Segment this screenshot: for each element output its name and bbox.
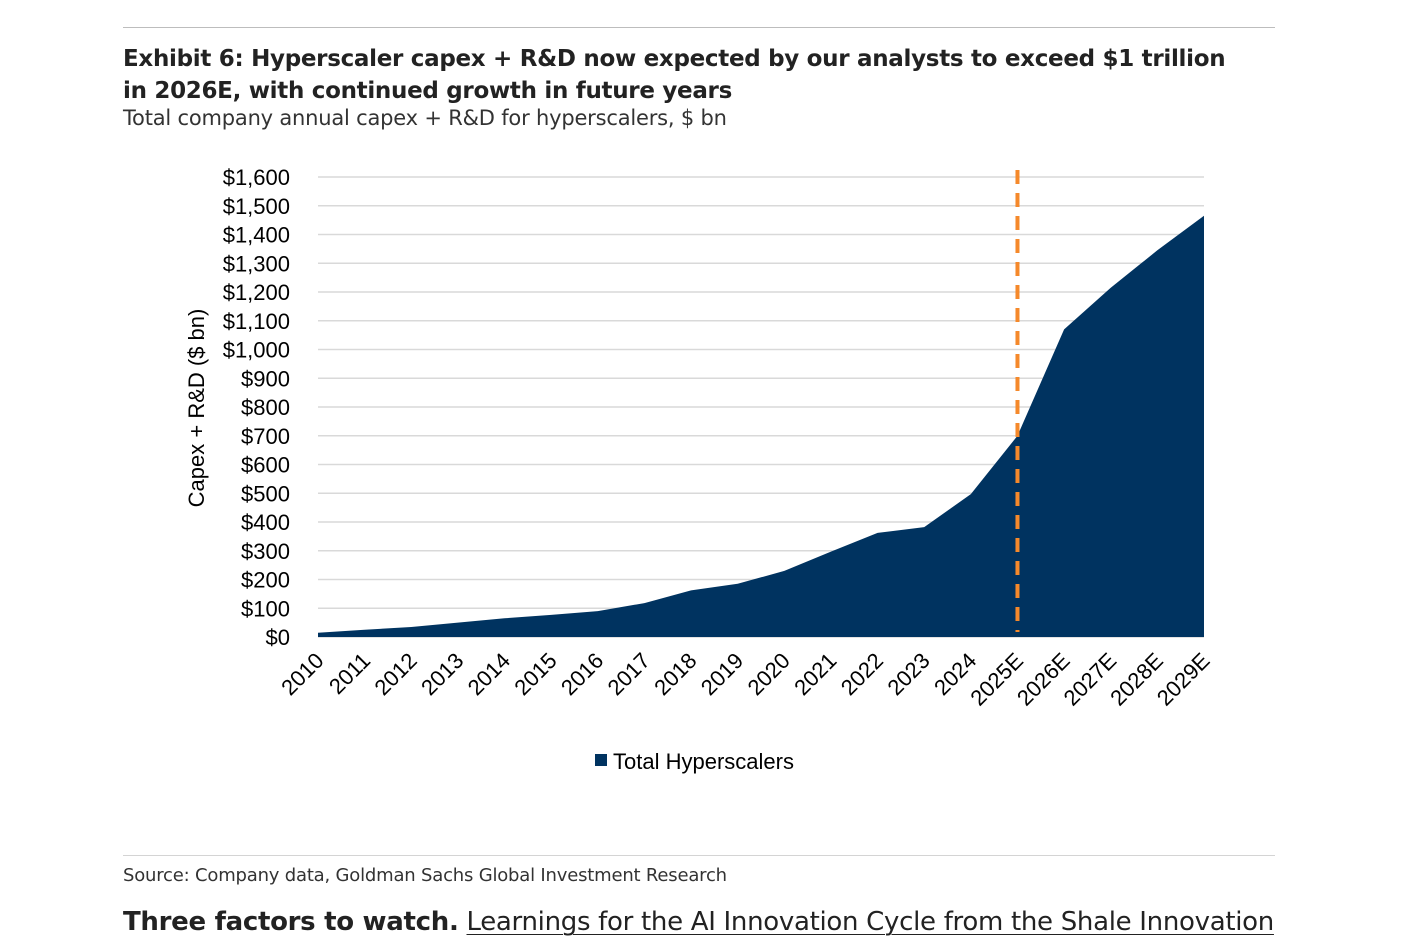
x-tick-label: 2019 [696,648,748,700]
x-tick-label: 2023 [882,648,934,700]
x-tick-label: 2013 [416,648,468,700]
x-tick-label: 2011 [324,648,375,699]
x-tick-label: 2018 [649,648,701,700]
x-tick-label: 2020 [743,648,795,700]
x-tick-label: 2014 [463,648,515,700]
x-tick-label: 2012 [370,648,422,700]
x-tick-label: 2027E [1059,648,1122,711]
source-rule [123,855,1275,856]
x-tick-label: 2025E [965,648,1028,711]
y-tick-label: $100 [241,596,290,621]
y-tick-label: $1,200 [223,280,290,305]
y-tick-label: $900 [241,366,290,391]
legend-swatch [595,754,607,766]
area-chart: $0 $100 $200 $300 $400 $500 $600 $700 $800 $900 $1… [184,165,1215,774]
top-rule [123,27,1275,28]
y-tick-labels: $0 $100 $200 $300 $400 $500 $600 $700 $800 $900 $1… [223,165,290,650]
source-note: Source: Company data, Goldman Sachs Glob… [123,865,727,886]
y-tick-label: $1,500 [223,194,290,219]
teaser-link[interactable]: Learnings for the AI Innovation Cycle fr… [466,907,1275,937]
legend-label: Total Hyperscalers [613,749,794,774]
y-tick-label: $1,400 [223,223,290,248]
x-tick-label: 2026E [1012,648,1075,711]
x-tick-label: 2028E [1105,648,1168,711]
y-tick-label: $200 [241,568,290,593]
x-tick-label: 2016 [556,648,608,700]
x-tick-label: 2017 [603,648,655,700]
x-tick-label: 2010 [276,648,328,700]
exhibit-subtitle: Total company annual capex + R&D for hyp… [123,106,727,130]
teaser-lead: Three factors to watch. [123,907,459,937]
y-tick-label: $1,100 [223,309,290,334]
y-tick-label: $600 [241,453,290,478]
y-tick-label: $1,600 [223,165,290,190]
y-tick-label: $400 [241,510,290,535]
y-tick-label: $1,300 [223,251,290,276]
y-tick-label: $300 [241,539,290,564]
y-tick-label: $500 [241,481,290,506]
exhibit-title: Exhibit 6: Hyperscaler capex + R&D now e… [123,46,1226,104]
x-tick-label: 2021 [789,648,841,700]
x-tick-label: 2029E [1152,648,1215,711]
legend: Total Hyperscalers [595,749,794,774]
y-tick-label: $800 [241,395,290,420]
y-axis-title: Capex + R&D ($ bn) [184,309,209,508]
x-tick-label: 2022 [836,648,888,700]
y-tick-label: $1,000 [223,338,290,363]
x-tick-labels: 2010201120122013201420152016201720182019… [276,648,1214,711]
y-tick-label: $0 [266,625,290,650]
article-teaser: Three factors to watch. Learnings for th… [123,907,1274,937]
x-tick-label: 2015 [509,648,561,700]
series-area-total-hyperscalers [318,215,1204,637]
y-tick-label: $700 [241,424,290,449]
